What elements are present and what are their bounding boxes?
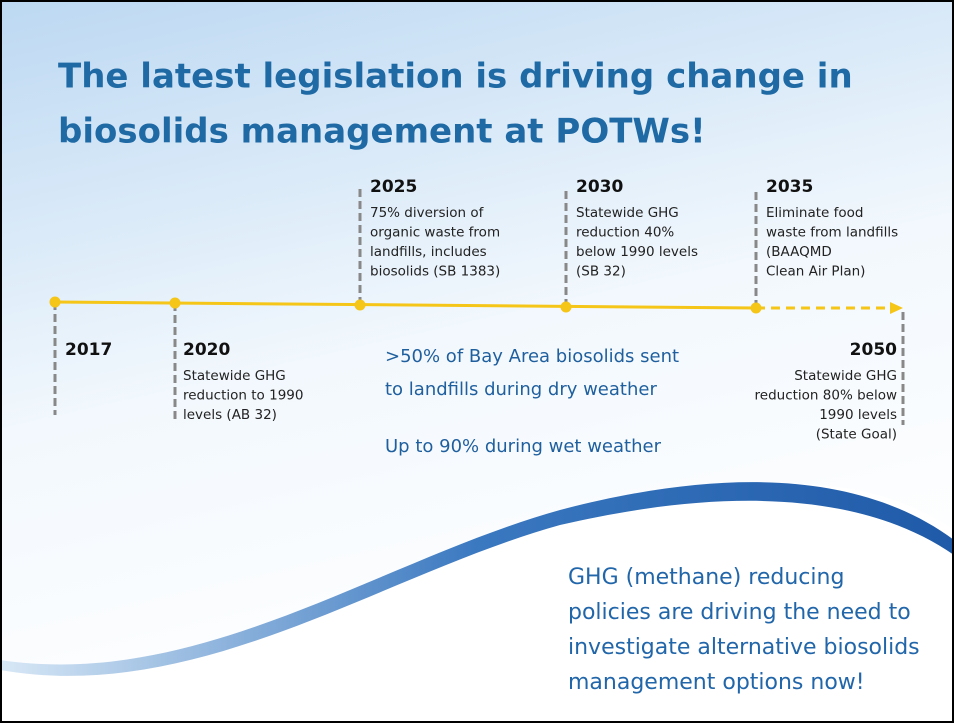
title-line: biosolids management at POTWs! xyxy=(58,112,706,152)
conclusion-line: management options now! xyxy=(568,670,865,695)
event-dot xyxy=(169,297,181,309)
title-line: The latest legislation is driving change… xyxy=(58,57,853,97)
event-year: 2035 xyxy=(766,177,813,197)
event-year: 2025 xyxy=(370,177,417,197)
event-text: (SB 32) xyxy=(576,264,626,280)
event-text: (State Goal) xyxy=(816,427,897,443)
event-text: organic waste from xyxy=(370,225,500,241)
conclusion-line: policies are driving the need to xyxy=(568,600,911,625)
event-text: Statewide GHG xyxy=(794,368,897,384)
event-year: 2020 xyxy=(183,340,230,360)
conclusion-line: GHG (methane) reducing xyxy=(568,565,844,590)
event-text: biosolids (SB 1383) xyxy=(370,264,500,280)
event-dot xyxy=(750,302,762,314)
event-text: landfills, includes xyxy=(370,244,487,260)
event-dot xyxy=(49,296,61,308)
note-line: to landfills during dry weather xyxy=(385,379,657,400)
event-text: Eliminate food xyxy=(766,205,864,221)
conclusion-line: investigate alternative biosolids xyxy=(568,635,920,660)
event-dot xyxy=(560,301,572,313)
event-text: reduction to 1990 xyxy=(183,388,303,404)
event-text: levels (AB 32) xyxy=(183,407,277,423)
event-text: waste from landfills xyxy=(766,225,898,241)
event-year: 2030 xyxy=(576,177,623,197)
event-text: below 1990 levels xyxy=(576,244,698,260)
event-text: Statewide GHG xyxy=(183,368,286,384)
event-text: (BAAQMD xyxy=(766,244,832,260)
note-line: >50% of Bay Area biosolids sent xyxy=(385,346,679,367)
wave-lower xyxy=(0,483,954,723)
wave-band xyxy=(0,482,954,676)
event-dot xyxy=(354,299,366,311)
event-text: Clean Air Plan) xyxy=(766,264,865,280)
timeline-arrow xyxy=(890,302,903,314)
note-line: Up to 90% during wet weather xyxy=(385,436,662,457)
event-text: 1990 levels xyxy=(819,407,897,423)
event-year: 2017 xyxy=(65,340,112,360)
event-year: 2050 xyxy=(850,340,897,360)
event-text: 75% diversion of xyxy=(370,205,485,221)
event-text: reduction 40% xyxy=(576,225,674,241)
event-text: Statewide GHG xyxy=(576,205,679,221)
event-text: reduction 80% below xyxy=(755,388,897,404)
